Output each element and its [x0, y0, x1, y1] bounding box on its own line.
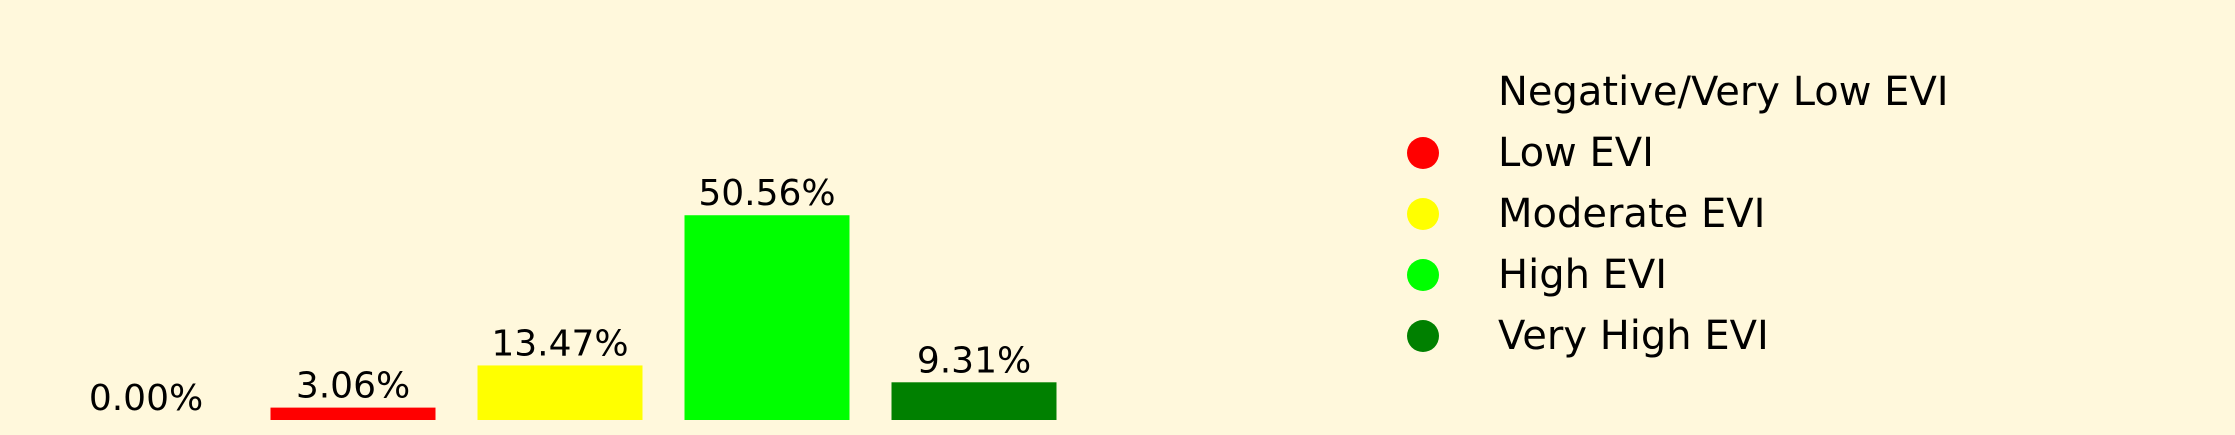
bar-3	[684, 215, 850, 420]
legend-marker-0	[1407, 76, 1439, 108]
data-label-1: 3.06%	[296, 366, 410, 407]
data-label-4: 9.31%	[917, 340, 1031, 381]
legend-label-3: High EVI	[1498, 252, 1667, 298]
legend: Negative/Very Low EVI Low EVI Moderate EVI…	[1407, 69, 1949, 359]
data-labels-layer: 0.00% 3.06% 13.47% 50.56% 9.31%	[89, 173, 1031, 419]
legend-label-1: Low EVI	[1498, 130, 1654, 176]
legend-marker-2	[1407, 198, 1439, 230]
legend-label-4: Very High EVI	[1498, 313, 1769, 359]
data-label-2: 13.47%	[491, 323, 628, 364]
legend-label-2: Moderate EVI	[1498, 191, 1765, 237]
legend-marker-1	[1407, 137, 1439, 169]
legend-marker-4	[1407, 320, 1439, 352]
bar-1	[270, 407, 436, 420]
data-label-3: 50.56%	[698, 173, 835, 214]
bar-4	[891, 382, 1057, 420]
legend-marker-3	[1407, 259, 1439, 291]
data-label-0: 0.00%	[89, 378, 203, 419]
bar-2	[477, 365, 643, 420]
legend-label-0: Negative/Very Low EVI	[1498, 69, 1949, 115]
bars-layer	[270, 215, 1057, 420]
